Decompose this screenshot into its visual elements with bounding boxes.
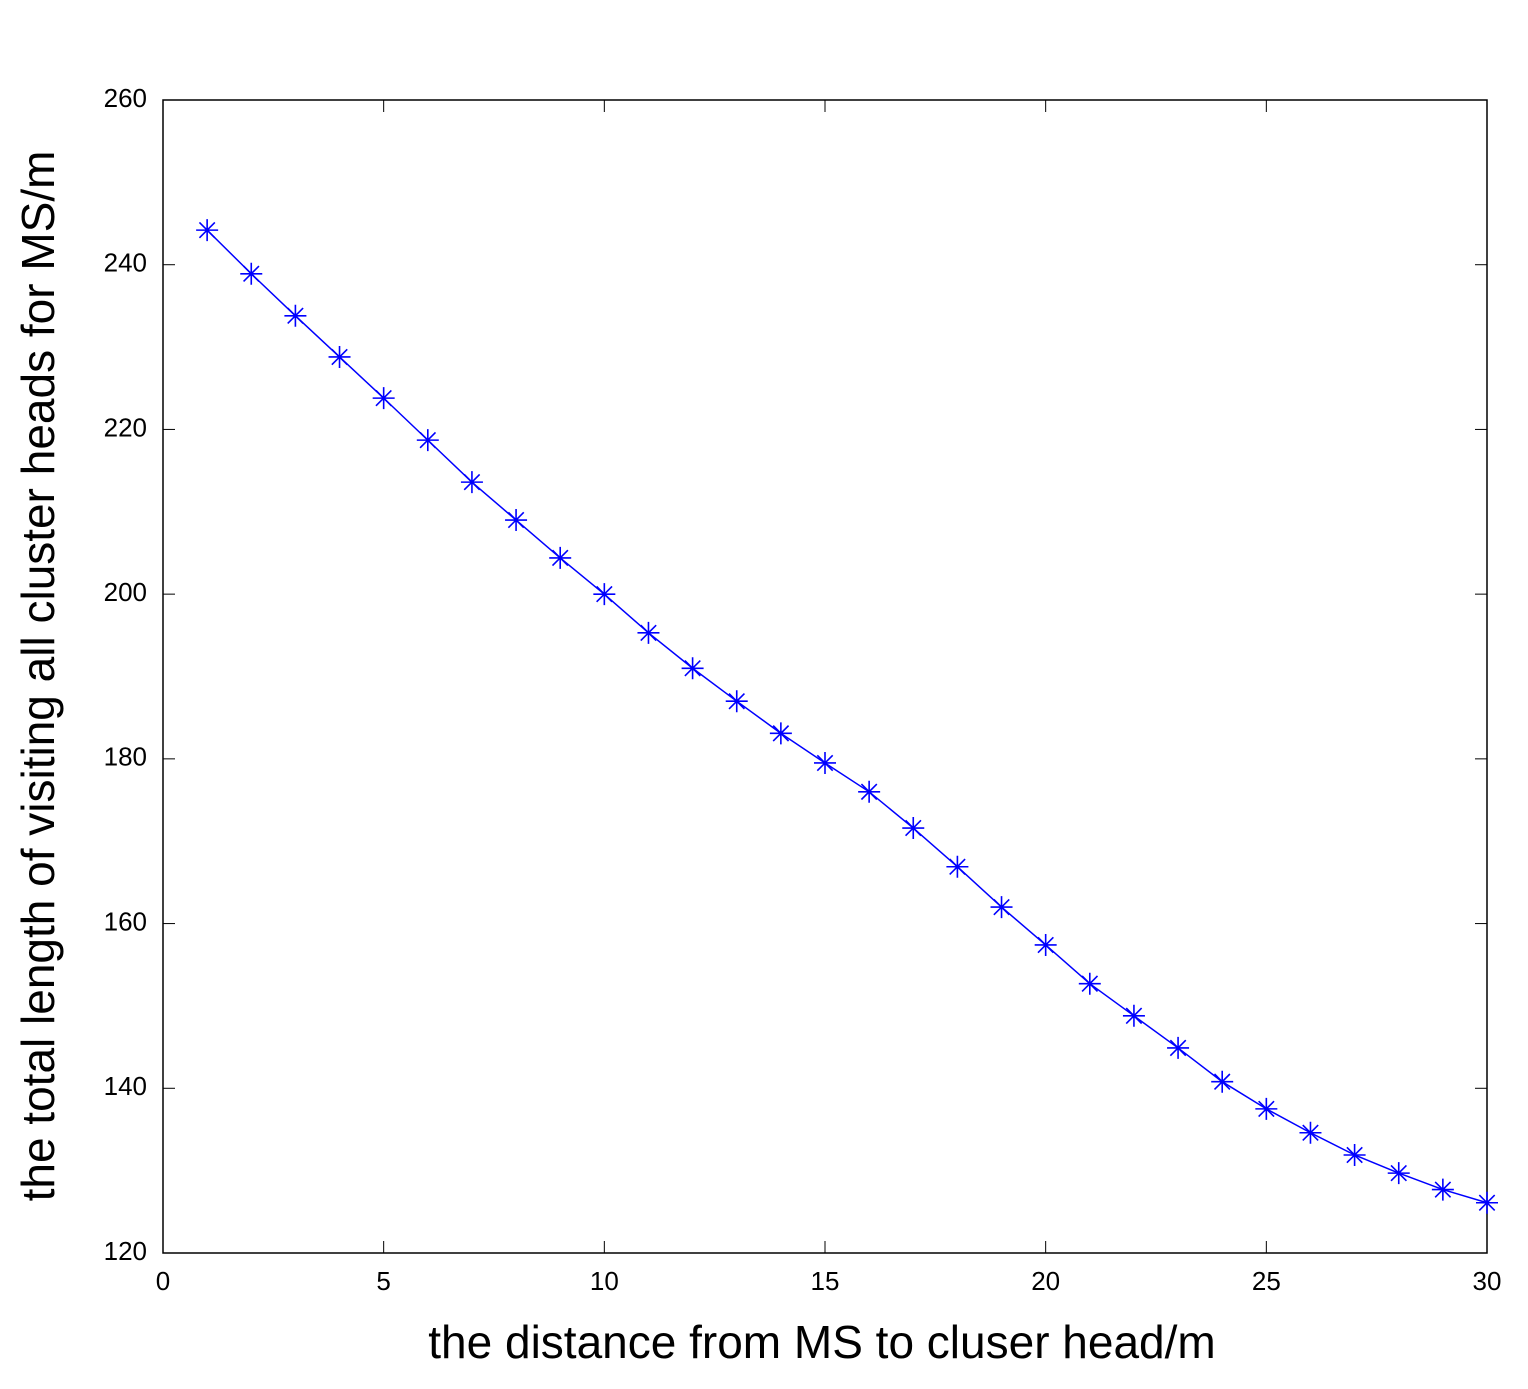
y-tick-label: 140 <box>104 1071 147 1101</box>
y-tick-label: 220 <box>104 412 147 442</box>
data-point <box>1167 1036 1190 1059</box>
data-point <box>372 387 395 410</box>
x-tick-label: 20 <box>1031 1266 1060 1296</box>
data-point <box>505 509 528 532</box>
data-point <box>990 896 1013 919</box>
x-tick-label: 15 <box>811 1266 840 1296</box>
data-point <box>284 304 307 327</box>
data-point <box>1211 1070 1234 1093</box>
data-point <box>1034 933 1057 956</box>
data-point <box>637 621 660 644</box>
data-point <box>858 780 881 803</box>
data-point <box>769 722 792 745</box>
x-tick-label: 30 <box>1473 1266 1502 1296</box>
y-tick-label: 240 <box>104 248 147 278</box>
data-point <box>946 855 969 878</box>
x-tick-label: 0 <box>156 1266 170 1296</box>
x-tick-label: 25 <box>1252 1266 1281 1296</box>
x-axis-label: the distance from MS to cluser head/m <box>428 1316 1215 1368</box>
data-point <box>1476 1191 1498 1214</box>
y-tick-label: 160 <box>104 906 147 936</box>
data-point <box>593 583 616 606</box>
x-tick-label: 10 <box>590 1266 619 1296</box>
data-point <box>1343 1143 1366 1166</box>
data-point <box>549 546 572 569</box>
y-tick-label: 200 <box>104 577 147 607</box>
data-point <box>1387 1162 1410 1185</box>
data-point <box>902 817 925 840</box>
y-axis-label: the total length of visiting all cluster… <box>12 151 64 1202</box>
data-point <box>814 751 836 774</box>
data-point <box>681 657 704 680</box>
y-tick-label: 180 <box>104 742 147 772</box>
data-point <box>240 262 263 285</box>
data-point <box>328 345 351 368</box>
plot-frame <box>162 99 1488 1254</box>
data-point <box>1255 1097 1278 1120</box>
data-point <box>1078 972 1101 995</box>
data-point <box>1299 1121 1322 1144</box>
data-point <box>725 690 748 713</box>
x-tick-label: 5 <box>376 1266 390 1296</box>
data-point <box>1122 1004 1145 1027</box>
data-point <box>416 429 439 452</box>
data-line <box>206 229 1488 1204</box>
data-point <box>196 219 219 242</box>
y-tick-label: 260 <box>104 83 147 113</box>
data-point <box>460 471 483 494</box>
y-tick-label: 120 <box>104 1236 147 1266</box>
data-point <box>1431 1178 1454 1201</box>
